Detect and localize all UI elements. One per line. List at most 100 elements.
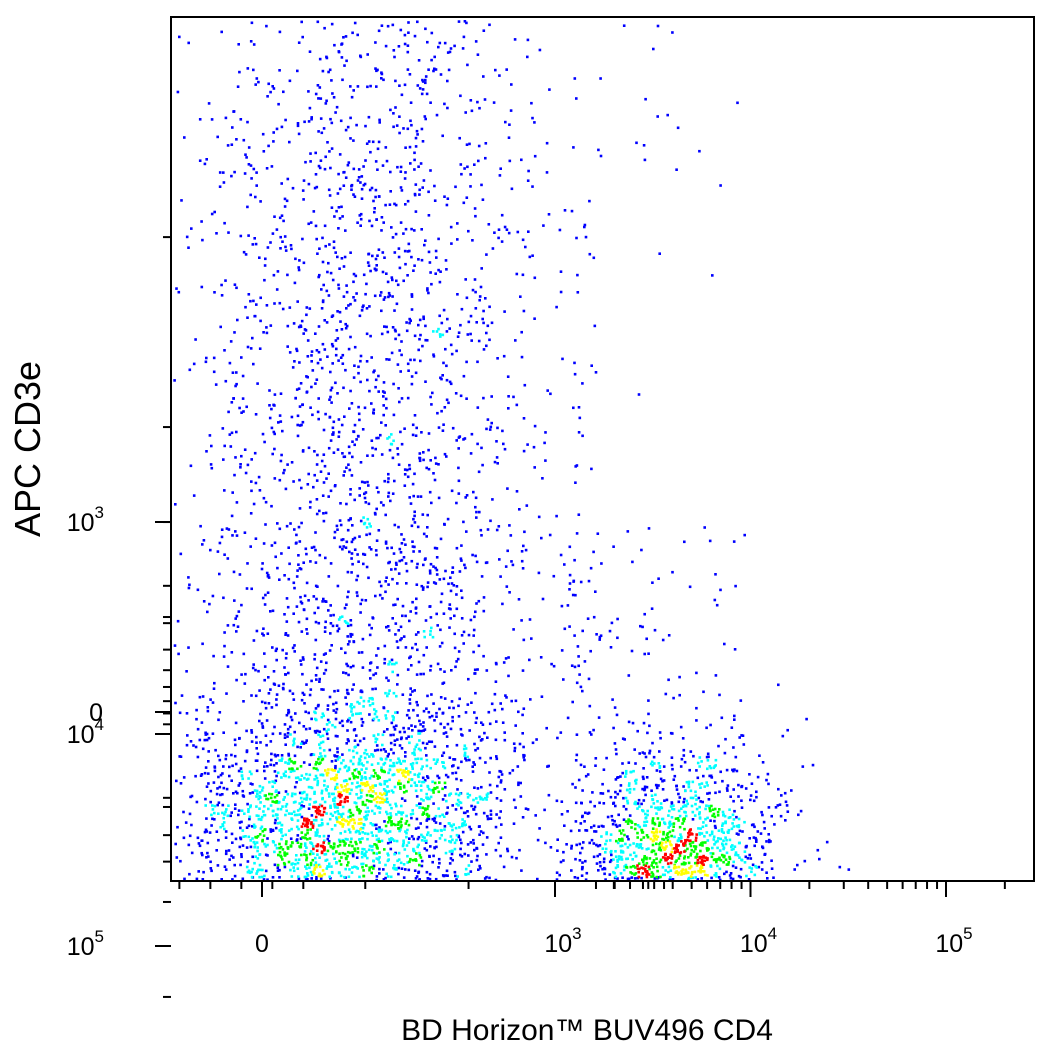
event-dot bbox=[698, 765, 701, 768]
event-dot bbox=[449, 576, 452, 579]
event-dot bbox=[422, 721, 425, 724]
event-dot bbox=[387, 583, 390, 586]
event-dot bbox=[336, 755, 339, 758]
event-dot bbox=[357, 822, 361, 825]
event-dot bbox=[413, 229, 416, 232]
event-dot bbox=[406, 861, 409, 864]
event-dot bbox=[627, 761, 631, 764]
event-dot bbox=[262, 542, 266, 545]
event-dot bbox=[313, 657, 316, 661]
event-dot bbox=[298, 361, 301, 364]
event-dot bbox=[344, 867, 347, 871]
event-dot bbox=[389, 108, 392, 112]
event-dot bbox=[640, 802, 643, 806]
event-dot bbox=[207, 736, 211, 740]
event-dot bbox=[242, 700, 245, 703]
event-dot bbox=[271, 828, 274, 832]
event-dot bbox=[685, 799, 688, 803]
event-dot bbox=[388, 203, 392, 206]
event-dot bbox=[270, 165, 274, 168]
event-dot bbox=[278, 800, 281, 804]
event-dot bbox=[457, 20, 461, 23]
event-dot bbox=[322, 453, 326, 456]
event-dot bbox=[392, 603, 395, 607]
event-dot bbox=[425, 870, 429, 874]
event-dot bbox=[433, 67, 436, 71]
event-dot bbox=[213, 210, 216, 214]
event-dot bbox=[411, 765, 414, 768]
event-dot bbox=[449, 343, 453, 347]
event-dot bbox=[602, 857, 606, 861]
event-dot bbox=[637, 798, 641, 802]
event-dot bbox=[384, 800, 388, 803]
event-dot bbox=[520, 158, 523, 162]
event-dot bbox=[474, 214, 477, 218]
event-dot bbox=[574, 857, 577, 861]
event-dot bbox=[409, 119, 412, 123]
event-dot bbox=[446, 806, 449, 809]
event-dot bbox=[374, 257, 378, 261]
event-dot bbox=[618, 857, 621, 861]
event-dot bbox=[770, 867, 774, 870]
event-dot bbox=[316, 361, 320, 365]
event-dot bbox=[694, 847, 697, 851]
event-dot bbox=[342, 184, 346, 187]
event-dot bbox=[628, 782, 631, 785]
event-dot bbox=[358, 838, 362, 841]
event-dot bbox=[337, 430, 341, 434]
event-dot bbox=[213, 818, 216, 821]
event-dot bbox=[392, 49, 396, 52]
event-dot bbox=[375, 843, 378, 847]
event-dot bbox=[263, 842, 266, 846]
event-dot bbox=[676, 873, 680, 876]
event-dot bbox=[390, 721, 394, 725]
event-dot bbox=[344, 176, 348, 179]
event-dot bbox=[433, 745, 437, 748]
event-dot bbox=[399, 861, 403, 865]
event-dot bbox=[579, 685, 583, 689]
event-dot bbox=[207, 102, 211, 105]
event-dot bbox=[596, 532, 600, 535]
event-dot bbox=[345, 788, 348, 791]
event-dot bbox=[288, 140, 291, 144]
event-dot bbox=[449, 589, 453, 593]
event-dot bbox=[737, 841, 741, 845]
event-dot bbox=[283, 666, 286, 669]
event-dot bbox=[472, 634, 475, 637]
event-dot bbox=[352, 376, 356, 379]
event-dot bbox=[490, 421, 493, 425]
event-dot bbox=[237, 43, 240, 46]
event-dot bbox=[712, 838, 716, 841]
event-dot bbox=[390, 658, 394, 662]
event-dot bbox=[341, 805, 345, 809]
event-dot bbox=[362, 304, 365, 307]
event-dot bbox=[708, 807, 711, 810]
event-dot bbox=[363, 406, 367, 410]
event-dot bbox=[574, 820, 578, 823]
event-dot bbox=[445, 455, 448, 458]
event-dot bbox=[323, 348, 327, 351]
event-dot bbox=[417, 843, 420, 847]
event-dot bbox=[713, 781, 717, 784]
event-dot bbox=[469, 841, 473, 844]
event-dot bbox=[356, 867, 359, 870]
event-dot bbox=[289, 244, 293, 247]
event-dot bbox=[430, 58, 433, 62]
event-dot bbox=[507, 674, 510, 678]
event-dot bbox=[421, 776, 425, 780]
event-dot bbox=[338, 153, 342, 156]
event-dot bbox=[332, 792, 335, 796]
event-dot bbox=[330, 828, 334, 831]
event-dot bbox=[242, 250, 246, 254]
event-dot bbox=[760, 861, 764, 864]
event-dot bbox=[476, 100, 479, 104]
event-dot bbox=[366, 760, 369, 764]
event-dot bbox=[385, 406, 388, 410]
event-dot bbox=[329, 845, 332, 848]
event-dot bbox=[220, 283, 223, 287]
event-dot bbox=[578, 416, 582, 420]
event-dot bbox=[289, 715, 293, 719]
event-dot bbox=[692, 754, 695, 758]
event-dot bbox=[387, 858, 390, 861]
event-dot bbox=[581, 866, 584, 869]
